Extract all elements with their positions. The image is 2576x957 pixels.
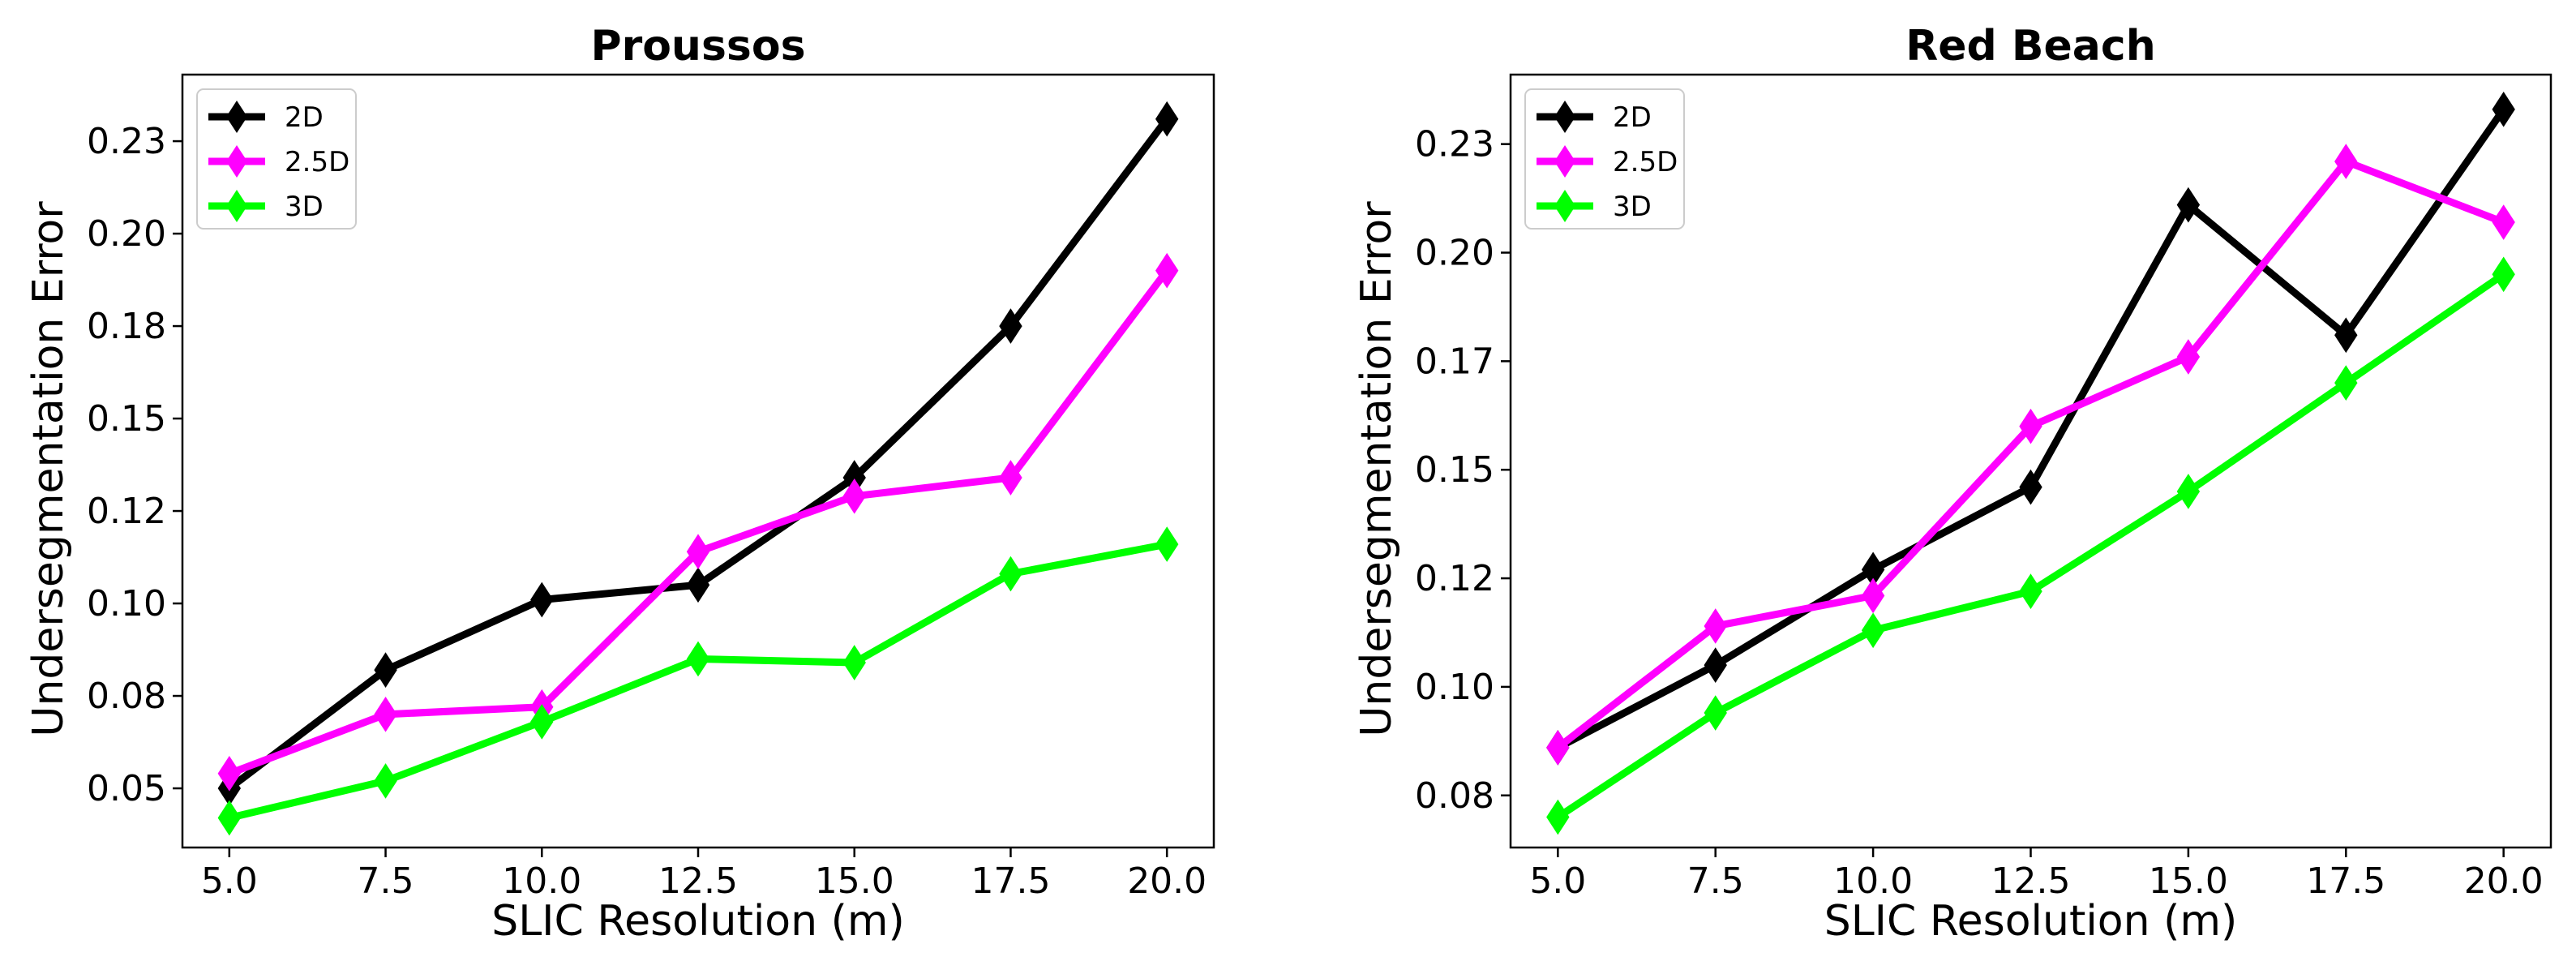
data-point-2D	[1705, 649, 1726, 681]
x-tick-label: 7.5	[1687, 860, 1744, 902]
chart-title: Red Beach	[1905, 22, 2155, 71]
data-point-3D	[2178, 475, 2199, 508]
x-tick-label: 17.5	[971, 860, 1050, 902]
figure: Proussos 5.0 7.5 10.0 12.5 15.0 17.5 20.0 0.05 0.…	[0, 0, 2576, 957]
y-tick-label: 0.15	[87, 398, 166, 440]
data-point-3D	[1156, 528, 1177, 560]
data-point-3D	[1705, 697, 1726, 729]
y-tick-label: 0.23	[1415, 124, 1494, 165]
legend-label-2D: 2D	[285, 101, 324, 134]
y-tick-label: 0.20	[1415, 233, 1494, 274]
legend-label-2D: 2D	[1613, 101, 1652, 134]
data-point-2.5D	[1547, 732, 1568, 764]
x-axis-label: SLIC Resolution (m)	[1824, 897, 2238, 946]
chart-panel-2: Red Beach 5.0 7.5 10.0 12.5 15.0 17.5 20.0 0.08 0…	[1352, 22, 2551, 946]
data-point-2.5D	[1705, 610, 1726, 642]
data-point-3D	[2335, 367, 2356, 399]
data-point-3D	[219, 802, 240, 835]
data-point-2.5D	[2493, 206, 2514, 238]
y-tick-label: 0.23	[87, 121, 166, 162]
y-tick-label: 0.18	[87, 306, 166, 347]
series-line-2.5D	[1558, 161, 2503, 748]
y-tick-label: 0.10	[1415, 667, 1494, 708]
series-line-3D	[1558, 274, 2503, 817]
x-tick-label: 12.5	[1991, 860, 2071, 902]
y-tick-label: 0.17	[1415, 341, 1494, 382]
data-point-2D	[531, 583, 552, 616]
x-tick-label: 5.0	[1529, 860, 1586, 902]
data-point-3D	[1547, 801, 1568, 834]
y-tick-label: 0.08	[87, 676, 166, 717]
legend-label-2.5D: 2.5D	[285, 146, 349, 178]
x-tick-label: 15.0	[2149, 860, 2228, 902]
data-point-3D	[375, 765, 396, 797]
data-point-3D	[844, 646, 865, 679]
y-axis-label: Undersegmentation Error	[1352, 201, 1401, 737]
data-point-3D	[1862, 614, 1884, 646]
x-tick-label: 7.5	[358, 860, 414, 902]
x-tick-label: 10.0	[1833, 860, 1913, 902]
x-tick-label: 17.5	[2306, 860, 2385, 902]
y-tick-label: 0.10	[87, 583, 166, 624]
y-tick-label: 0.12	[1415, 558, 1494, 599]
y-tick-label: 0.08	[1415, 775, 1494, 817]
x-tick-label: 20.0	[2464, 860, 2544, 902]
data-point-3D	[688, 642, 709, 675]
data-point-2D	[375, 654, 396, 686]
data-point-3D	[1000, 558, 1021, 590]
legend-label-3D: 3D	[1613, 191, 1652, 223]
legend-label-2.5D: 2.5D	[1613, 146, 1678, 178]
series-line-2.5D	[229, 271, 1167, 774]
legend-label-3D: 3D	[285, 191, 324, 223]
x-tick-label: 15.0	[815, 860, 894, 902]
chart-title: Proussos	[590, 22, 805, 71]
y-tick-label: 0.20	[87, 213, 166, 255]
y-axis-label: Undersegmentation Error	[24, 201, 73, 737]
y-tick-label: 0.15	[1415, 449, 1494, 491]
x-tick-label: 20.0	[1127, 860, 1207, 902]
data-point-3D	[2493, 258, 2514, 290]
data-point-2D	[688, 569, 709, 601]
x-tick-label: 10.0	[502, 860, 581, 902]
x-tick-label: 5.0	[201, 860, 258, 902]
data-point-2.5D	[375, 698, 396, 731]
x-axis-label: SLIC Resolution (m)	[491, 897, 905, 946]
data-point-3D	[2021, 575, 2042, 607]
x-tick-label: 12.5	[658, 860, 738, 902]
y-tick-label: 0.12	[87, 491, 166, 532]
y-tick-label: 0.05	[87, 768, 166, 809]
chart-panel-1: Proussos 5.0 7.5 10.0 12.5 15.0 17.5 20.0 0.05 0.…	[24, 22, 1214, 946]
